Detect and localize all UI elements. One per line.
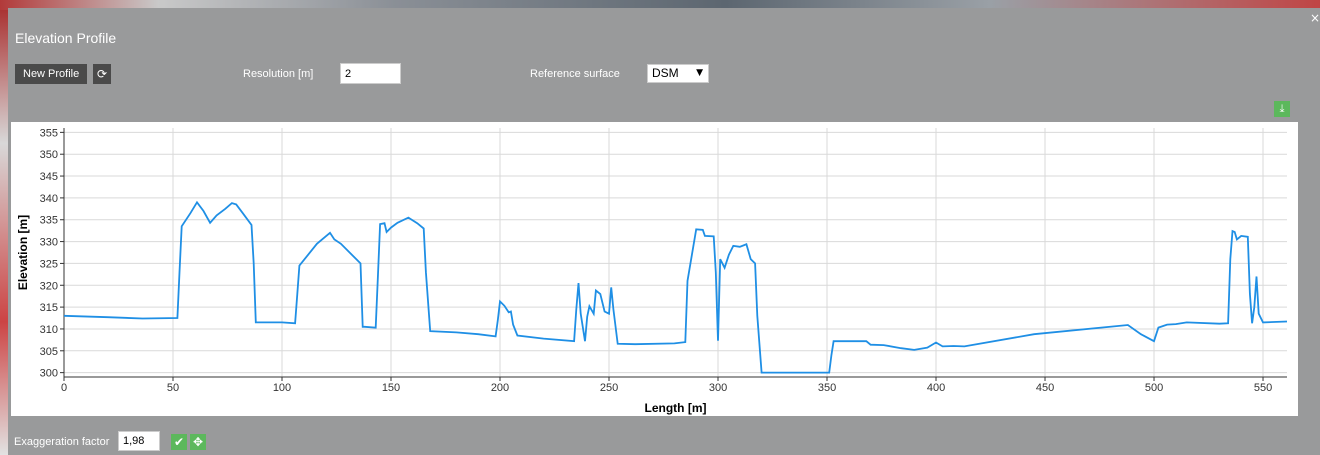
x-tick-label: 400: [927, 382, 945, 394]
y-tick-label: 330: [40, 237, 58, 249]
x-tick-label: 200: [491, 382, 509, 394]
panel-title: Elevation Profile: [15, 30, 117, 46]
elevation-chart-svg: 300 305 310 315 320 325 330 335 340 345 350 355 0 50 1…: [16, 127, 1288, 415]
close-icon[interactable]: ×: [1309, 11, 1320, 25]
y-tick-label: 310: [40, 324, 58, 336]
y-tick-label: 320: [40, 280, 58, 292]
background-map-strip: [0, 0, 1320, 10]
check-icon[interactable]: ✔: [171, 434, 187, 450]
y-tick-label: 305: [40, 346, 58, 358]
background-map-left: [0, 10, 10, 455]
elevation-profile-panel: × Elevation Profile New Profile ⟳ Resolu…: [8, 8, 1320, 455]
x-tick-label: 350: [818, 382, 836, 394]
y-axis-label: Elevation [m]: [16, 215, 30, 290]
refresh-icon[interactable]: ⟳: [93, 64, 111, 84]
x-tick-label: 300: [709, 382, 727, 394]
reference-surface-label: Reference surface: [530, 68, 620, 80]
x-tick-label: 100: [273, 382, 291, 394]
x-tick-label: 50: [167, 382, 179, 394]
chart-axes: 300 305 310 315 320 325 330 335 340 345 350 355 0 50 1…: [40, 127, 1287, 394]
y-tick-label: 350: [40, 149, 58, 161]
x-tick-label: 450: [1036, 382, 1054, 394]
y-tick-label: 335: [40, 215, 58, 227]
new-profile-button[interactable]: New Profile: [15, 64, 88, 84]
move-icon[interactable]: ✥: [190, 434, 206, 450]
x-axis-label: Length [m]: [645, 401, 707, 415]
x-tick-label: 150: [382, 382, 400, 394]
x-tick-label: 550: [1254, 382, 1272, 394]
y-tick-label: 345: [40, 171, 58, 183]
reference-surface-value: DSM: [652, 66, 679, 80]
y-tick-label: 325: [40, 258, 58, 270]
y-tick-label: 355: [40, 127, 58, 139]
reference-surface-select[interactable]: DSM ▼: [647, 64, 709, 83]
resolution-label: Resolution [m]: [243, 68, 314, 80]
exaggeration-label: Exaggeration factor: [14, 436, 110, 448]
exaggeration-input[interactable]: [118, 431, 160, 451]
elevation-chart: 300 305 310 315 320 325 330 335 340 345 350 355 0 50 1…: [11, 122, 1298, 416]
y-tick-label: 340: [40, 193, 58, 205]
x-tick-label: 500: [1145, 382, 1163, 394]
x-tick-label: 250: [600, 382, 618, 394]
y-tick-label: 315: [40, 302, 58, 314]
x-tick-label: 0: [61, 382, 67, 394]
elevation-series-line: [63, 200, 1288, 374]
chevron-down-icon: ▼: [696, 68, 703, 78]
resolution-input[interactable]: [340, 63, 401, 84]
download-icon[interactable]: ⤓: [1274, 101, 1290, 117]
chart-grid: [63, 128, 1287, 377]
y-tick-label: 300: [40, 368, 58, 380]
